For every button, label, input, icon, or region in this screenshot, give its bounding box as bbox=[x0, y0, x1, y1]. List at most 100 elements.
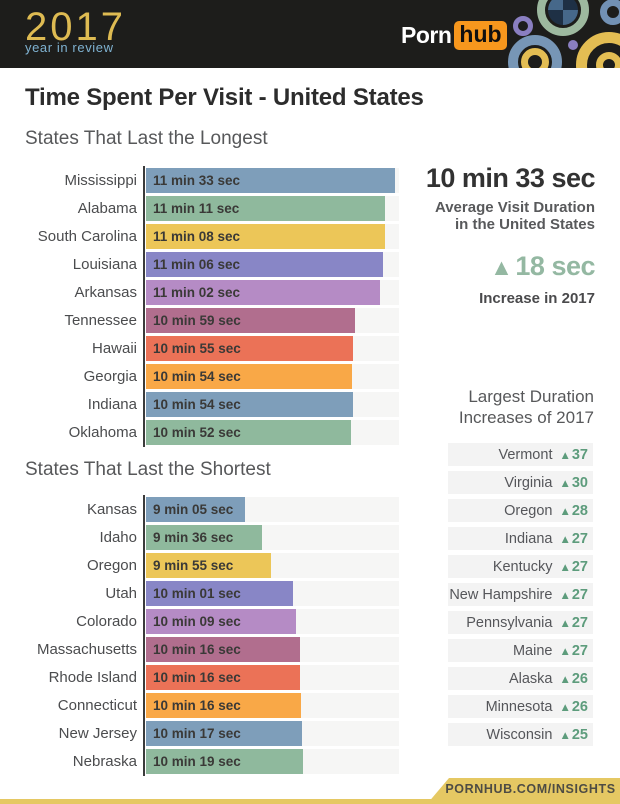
up-triangle-icon: ▲ bbox=[559, 449, 571, 462]
increase-state-label: Virginia bbox=[504, 474, 553, 491]
bar: 10 min 52 sec bbox=[146, 420, 352, 445]
increase-value-label: ▲27 bbox=[559, 615, 588, 631]
bar-track: 11 min 06 sec bbox=[146, 252, 399, 277]
bar-track: 11 min 33 sec bbox=[146, 168, 399, 193]
bar-value-label: 10 min 52 sec bbox=[153, 425, 241, 440]
footer-strip bbox=[0, 799, 620, 804]
increase-seconds: 25 bbox=[571, 726, 588, 743]
bar: 10 min 17 sec bbox=[146, 721, 303, 746]
increase-stat: ▲ 18 sec bbox=[490, 251, 595, 282]
bar-track: 9 min 55 sec bbox=[146, 553, 399, 578]
increase-seconds: 28 bbox=[571, 502, 588, 519]
increase-row: Maine ▲27 bbox=[448, 639, 593, 662]
increase-seconds: 27 bbox=[571, 558, 588, 575]
bar-state-label: Hawaii bbox=[91, 340, 137, 357]
increase-seconds: 30 bbox=[571, 474, 588, 491]
increase-value-label: ▲27 bbox=[559, 587, 588, 603]
bar-value-label: 11 min 11 sec bbox=[153, 201, 240, 216]
bar: 11 min 06 sec bbox=[146, 252, 384, 277]
bar-value-label: 10 min 09 sec bbox=[153, 614, 241, 629]
pornhub-logo-hub-badge: hub bbox=[454, 21, 507, 50]
chart-row: Colorado 10 min 09 sec bbox=[0, 609, 399, 634]
chart-states-shortest: Kansas 9 min 05 sec Idaho 9 min 36 sec Orego… bbox=[0, 495, 399, 777]
bar: 10 min 16 sec bbox=[146, 693, 302, 718]
increase-stat-value: 18 sec bbox=[515, 251, 595, 281]
bar: 10 min 54 sec bbox=[146, 364, 353, 389]
bar-value-label: 10 min 55 sec bbox=[153, 341, 241, 356]
increase-value-label: ▲25 bbox=[559, 727, 588, 743]
increase-value-label: ▲28 bbox=[559, 503, 588, 519]
decor-green-ring-icon bbox=[537, 0, 589, 36]
increase-row: Alaska ▲26 bbox=[448, 667, 593, 690]
average-duration-label-line2: in the United States bbox=[454, 216, 595, 233]
bar-track: 9 min 05 sec bbox=[146, 497, 399, 522]
chart-row: Louisiana 11 min 06 sec bbox=[0, 252, 399, 277]
bar-value-label: 10 min 16 sec bbox=[153, 698, 241, 713]
section-title-shortest: States That Last the Shortest bbox=[25, 459, 271, 480]
increase-stat-label: Increase in 2017 bbox=[479, 290, 595, 307]
logo-year-text: 2017 bbox=[25, 5, 126, 49]
increase-state-label: New Hampshire bbox=[449, 586, 553, 603]
bar-value-label: 11 min 08 sec bbox=[153, 229, 241, 244]
increase-row: Pennsylvania ▲27 bbox=[448, 611, 593, 634]
logo-tagline-text: year in review bbox=[25, 40, 114, 55]
increase-value-label: ▲26 bbox=[559, 671, 588, 687]
increase-row: Kentucky ▲27 bbox=[448, 555, 593, 578]
increases-list: Vermont ▲37 Virginia ▲30 Oregon ▲28 Indiana ▲27… bbox=[448, 443, 593, 751]
decorative-circles bbox=[495, 0, 620, 68]
increase-state-label: Kentucky bbox=[492, 558, 553, 575]
increase-value-label: ▲30 bbox=[559, 475, 588, 491]
decor-gold-core-ring-icon bbox=[596, 52, 620, 68]
average-duration-label-line1: Average Visit Duration bbox=[434, 199, 595, 216]
bar-state-label: Utah bbox=[105, 585, 137, 602]
bar-track: 10 min 16 sec bbox=[146, 665, 399, 690]
up-triangle-icon: ▲ bbox=[490, 254, 513, 280]
bar-value-label: 10 min 16 sec bbox=[153, 670, 241, 685]
header-bar: 2017 year in review Porn hub bbox=[0, 0, 620, 68]
bar: 9 min 05 sec bbox=[146, 497, 245, 522]
bar-state-label: Colorado bbox=[76, 613, 137, 630]
chart-row: Mississippi 11 min 33 sec bbox=[0, 168, 399, 193]
chart-row: Rhode Island 10 min 16 sec bbox=[0, 665, 399, 690]
bar-track: 10 min 54 sec bbox=[146, 364, 399, 389]
chart-row: South Carolina 11 min 08 sec bbox=[0, 224, 399, 249]
bar-state-label: Alabama bbox=[77, 200, 137, 217]
pornhub-logo-porn-text: Porn bbox=[401, 22, 452, 48]
chart-row: Kansas 9 min 05 sec bbox=[0, 497, 399, 522]
increase-state-label: Indiana bbox=[504, 530, 553, 547]
bar-value-label: 10 min 59 sec bbox=[153, 313, 241, 328]
bar-state-label: Louisiana bbox=[72, 256, 137, 273]
bar: 10 min 01 sec bbox=[146, 581, 294, 606]
bar-value-label: 10 min 54 sec bbox=[153, 397, 241, 412]
up-triangle-icon: ▲ bbox=[559, 505, 571, 518]
bar-value-label: 10 min 54 sec bbox=[153, 369, 241, 384]
increase-state-label: Vermont bbox=[498, 446, 553, 463]
increase-row: Vermont ▲37 bbox=[448, 443, 593, 466]
increase-seconds: 37 bbox=[571, 446, 588, 463]
bar-value-label: 11 min 02 sec bbox=[153, 285, 241, 300]
increase-row: Wisconsin ▲25 bbox=[448, 723, 593, 746]
chart-row: Oregon 9 min 55 sec bbox=[0, 553, 399, 578]
chart-row: Oklahoma 10 min 52 sec bbox=[0, 420, 399, 445]
chart-row: Hawaii 10 min 55 sec bbox=[0, 336, 399, 361]
bar: 9 min 36 sec bbox=[146, 525, 262, 550]
bar-state-label: Tennessee bbox=[64, 312, 137, 329]
bar: 10 min 09 sec bbox=[146, 609, 297, 634]
bar-track: 11 min 08 sec bbox=[146, 224, 399, 249]
increases-list-title: Largest Duration Increases of 2017 bbox=[459, 386, 594, 428]
section-title-longest: States That Last the Longest bbox=[25, 128, 268, 149]
increase-value-label: ▲26 bbox=[559, 699, 588, 715]
footer-url-text: PORNHUB.COM/INSIGHTS bbox=[445, 782, 616, 796]
increase-seconds: 27 bbox=[571, 530, 588, 547]
bar-track: 10 min 16 sec bbox=[146, 693, 399, 718]
bar-track: 10 min 55 sec bbox=[146, 336, 399, 361]
increase-seconds: 26 bbox=[571, 698, 588, 715]
chart-row: Connecticut 10 min 16 sec bbox=[0, 693, 399, 718]
increase-state-label: Minnesota bbox=[485, 698, 553, 715]
chart-row: Alabama 11 min 11 sec bbox=[0, 196, 399, 221]
bar-state-label: Massachusetts bbox=[36, 641, 137, 658]
bar-value-label: 10 min 17 sec bbox=[153, 726, 241, 741]
bar-track: 10 min 16 sec bbox=[146, 637, 399, 662]
bar: 10 min 16 sec bbox=[146, 665, 301, 690]
